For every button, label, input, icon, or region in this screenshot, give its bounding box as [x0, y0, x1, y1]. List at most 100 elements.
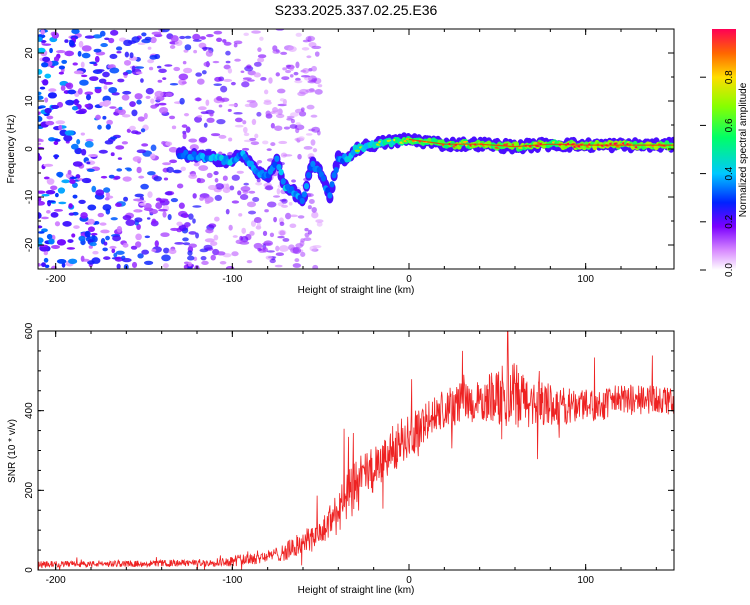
spectrogram-noise-blob	[243, 132, 250, 137]
snr-xtick-label: 0	[406, 575, 412, 586]
spectrogram-noise-blob	[240, 70, 245, 74]
snr-panel: -200 -100 0 100 0 200 400 600 Height of straig…	[7, 322, 675, 596]
spectrogram-noise-blob	[42, 79, 49, 86]
spectrogram-noise-blob	[250, 220, 256, 227]
spectrogram-noise-blob	[198, 165, 209, 171]
spectrogram-noise-blob	[266, 250, 275, 253]
spectrogram-noise-blob	[89, 242, 97, 247]
spectrogram-ytick-label: 10	[24, 95, 35, 107]
spectrogram-noise-blob	[270, 122, 275, 129]
spectrogram-noise-blob	[110, 152, 115, 157]
spectrogram-noise-blob	[65, 99, 75, 106]
spectrogram-noise-blob	[169, 115, 176, 120]
spectrogram-noise-blob	[281, 204, 288, 208]
spectrogram-noise-blob	[288, 46, 297, 53]
spectrogram-noise-blob	[110, 29, 119, 36]
spectrogram-ridge-cell	[350, 149, 356, 156]
spectrogram-noise-blob	[309, 245, 317, 252]
spectrogram-noise-blob	[308, 198, 315, 204]
spectrogram-noise-blob	[256, 111, 262, 117]
spectrogram-noise-blob	[122, 71, 129, 76]
spectrogram-noise-blob	[73, 70, 84, 75]
spectrogram-noise-blob	[222, 175, 228, 181]
spectrogram-noise-blob	[274, 264, 283, 268]
spectrogram-noise-blob	[314, 51, 320, 57]
spectrogram-noise-blob	[214, 216, 220, 222]
spectrogram-noise-blob	[303, 237, 312, 241]
spectrogram-noise-blob	[188, 213, 194, 220]
snr-ytick-label: 400	[24, 402, 35, 419]
spectrogram-noise-blob	[231, 251, 239, 257]
spectrogram-noise-blob	[257, 54, 267, 59]
spectrogram-noise-blob	[64, 50, 75, 57]
spectrogram-noise-blob	[188, 138, 198, 143]
spectrogram-noise-blob	[197, 78, 205, 85]
spectrogram-noise-blob	[182, 60, 187, 65]
spectrogram-noise-blob	[253, 242, 263, 250]
spectrogram-noise-blob	[38, 212, 42, 219]
spectrogram-noise-blob	[94, 55, 100, 63]
spectrogram-noise-blob	[41, 228, 48, 233]
spectrogram-noise-blob	[253, 61, 262, 67]
spectrogram-noise-blob	[141, 32, 147, 37]
spectrogram-noise-blob	[129, 125, 136, 131]
spectrogram-noise-blob	[169, 159, 178, 164]
spectrogram-noise-blob	[266, 148, 272, 151]
spectrogram-noise-blob	[95, 114, 101, 120]
spectrogram-noise-blob	[281, 76, 290, 81]
spectrogram-noise-blob	[174, 241, 185, 245]
spectrogram-noise-blob	[215, 183, 224, 190]
spectrogram-noise-blob	[158, 208, 168, 212]
spectrogram-noise-blob	[247, 210, 257, 215]
spectrogram-noise-blob	[248, 190, 256, 194]
spectrogram-noise-blob	[276, 88, 286, 94]
spectrogram-noise-blob	[282, 67, 288, 71]
spectrogram-noise-blob	[265, 185, 274, 191]
spectrogram-noise-blob	[123, 196, 129, 202]
spectrogram-noise-blob	[72, 194, 78, 199]
spectrogram-noise-blob	[201, 47, 212, 50]
spectrogram-ytick-label: 0	[24, 146, 35, 152]
spectrogram-noise-blob	[149, 153, 156, 160]
spectrogram-noise-blob	[140, 128, 146, 133]
spectrogram-noise-blob	[81, 45, 92, 52]
spectrogram-noise-blob	[161, 140, 166, 145]
spectrogram-noise-blob	[126, 168, 132, 172]
spectrogram-noise-blob	[195, 232, 199, 239]
spectrogram-noise-blob	[68, 212, 75, 216]
spectrogram-noise-blob	[144, 36, 152, 41]
spectrogram-noise-blob	[203, 122, 208, 128]
spectrogram-noise-blob	[266, 201, 277, 208]
spectrogram-noise-blob	[38, 91, 42, 96]
spectrogram-noise-blob	[234, 117, 243, 123]
spectrogram-noise-blob	[84, 103, 90, 108]
spectrogram-noise-blob	[168, 248, 177, 255]
spectrogram-noise-blob	[182, 242, 191, 246]
spectrogram-noise-blob	[48, 238, 55, 245]
spectrogram-noise-blob	[289, 214, 298, 218]
spectrogram-noise-blob	[68, 203, 73, 209]
spectrogram-noise-blob	[116, 51, 122, 54]
snr-ytick-label: 200	[24, 482, 35, 499]
spectrogram-noise-blob	[231, 174, 240, 181]
spectrogram-noise-blob	[57, 187, 66, 194]
spectrogram-noise-blob	[110, 217, 118, 221]
spectrogram-noise-blob	[139, 202, 146, 206]
spectrogram-noise-blob	[131, 36, 140, 43]
spectrogram-noise-blob	[124, 51, 130, 58]
spectrogram-noise-blob	[210, 241, 218, 246]
spectrogram-xtick-label: 100	[577, 274, 594, 285]
spectrogram-noise-blob	[214, 194, 222, 202]
spectrogram-noise-blob	[115, 145, 125, 150]
spectrogram-noise-blob	[87, 218, 95, 225]
spectrogram-noise-blob	[275, 113, 285, 119]
spectrogram-noise-blob	[67, 239, 74, 243]
spectrogram-noise-blob	[103, 187, 111, 193]
spectrogram-noise-blob	[67, 169, 72, 175]
spectrogram-noise-blob	[272, 49, 281, 54]
colorbar: 0.0 0.2 0.4 0.6 0.8 Normalized spectral ampl…	[700, 29, 749, 277]
spectrogram-ridge-cell	[310, 160, 316, 168]
spectrogram-ridge-cell	[320, 175, 327, 182]
spectrogram-noise-blob	[225, 208, 230, 215]
spectrogram-noise-blob	[195, 72, 202, 77]
